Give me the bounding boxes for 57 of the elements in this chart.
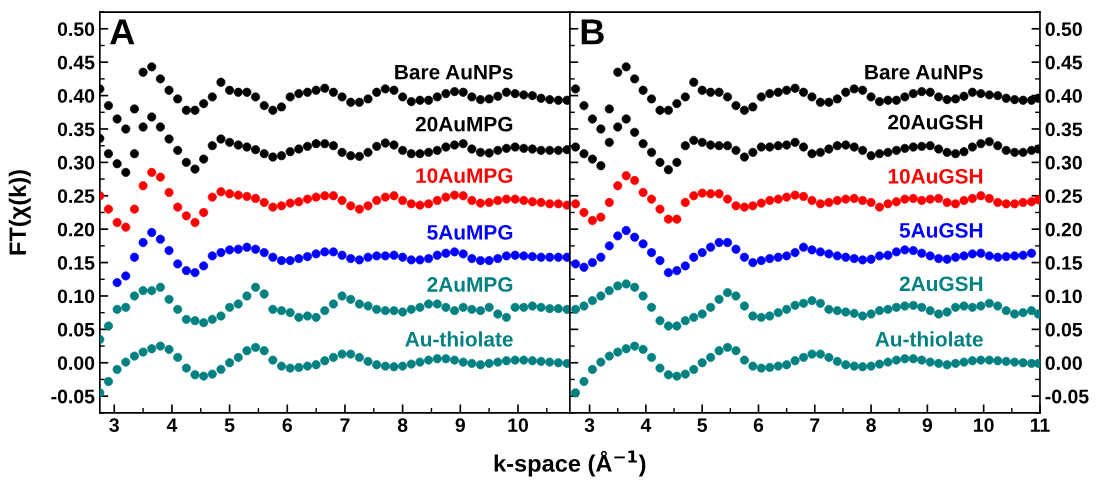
- x-tick-label: 6: [282, 418, 292, 432]
- x-tick-label: 5: [697, 418, 708, 432]
- series-label: Bare AuNPs: [395, 64, 513, 80]
- y-tick-label: 0.20: [57, 222, 95, 237]
- x-tick-label: 5: [224, 418, 235, 432]
- x-tick-label: 11: [1030, 418, 1050, 432]
- x-tick-label: 8: [397, 418, 408, 432]
- series-label: 10AuMPG: [416, 168, 513, 183]
- y-tick-label: 0.05: [57, 322, 95, 337]
- x-axis-title: k-space (Å$^{−1}$): [494, 450, 646, 477]
- y-tick-label: 0.30: [57, 155, 95, 170]
- y2-tick-label: 0.45: [1045, 55, 1083, 70]
- series-label: 10AuGSH: [888, 168, 983, 184]
- x-tick-label: 9: [455, 418, 465, 432]
- y2-tick-label: 0.25: [1045, 189, 1083, 204]
- y2-tick-label: 0.15: [1045, 256, 1083, 270]
- x-tick-label: 7: [340, 418, 350, 432]
- y2-tick-label: 0.00: [1045, 356, 1082, 370]
- annotation: A: [110, 19, 135, 45]
- y-axis-title: FT(χ(k)): [8, 170, 31, 255]
- x-tick-label: 4: [640, 418, 652, 432]
- x-tick-label: 8: [866, 418, 876, 432]
- y-tick-label: 0.10: [57, 289, 95, 304]
- y-tick-label: -0.05: [51, 389, 95, 404]
- x-tick-label: 7: [810, 418, 820, 432]
- y-tick-label: 0.15: [57, 256, 95, 270]
- series-label: 5AuGSH: [899, 222, 983, 238]
- series-label: 20AuMPG: [415, 116, 513, 132]
- series-label: Au-thiolate: [875, 331, 983, 347]
- x-tick-label: 3: [584, 418, 595, 433]
- series-label: 2AuMPG: [427, 277, 513, 292]
- y-tick-label: 0.00: [57, 356, 95, 370]
- series-label: Bare AuNPs: [865, 64, 983, 80]
- y2-tick-label: 0.30: [1045, 155, 1082, 170]
- y2-tick-label: -0.05: [1045, 389, 1089, 404]
- x-tick-label: 4: [166, 418, 178, 432]
- y2-tick-label: 0.10: [1045, 289, 1082, 304]
- x-tick-label: 6: [753, 418, 764, 432]
- series-label: Au-thiolate: [405, 331, 513, 347]
- annotation: B: [581, 19, 604, 45]
- y2-tick-label: 0.35: [1045, 122, 1083, 137]
- y2-tick-label: 0.20: [1045, 222, 1082, 237]
- y-tick-label: 0.35: [57, 122, 95, 137]
- x-tick-label: 10: [974, 418, 994, 432]
- y-tick-label: 0.25: [57, 189, 95, 204]
- y-tick-label: 0.45: [57, 55, 95, 70]
- y2-tick-label: 0.50: [1045, 22, 1082, 37]
- x-tick-label: 10: [508, 418, 528, 432]
- series-label: 5AuMPG: [427, 225, 513, 240]
- y-tick-label: 0.50: [57, 22, 95, 37]
- series-label: 20AuGSH: [888, 114, 983, 130]
- y-tick-label: 0.40: [57, 89, 95, 103]
- x-tick-label: 3: [109, 418, 119, 433]
- y2-tick-label: 0.40: [1045, 89, 1082, 103]
- x-tick-label: 9: [922, 418, 933, 432]
- y2-tick-label: 0.05: [1045, 322, 1083, 337]
- series-label: 2AuGSH: [899, 276, 983, 292]
